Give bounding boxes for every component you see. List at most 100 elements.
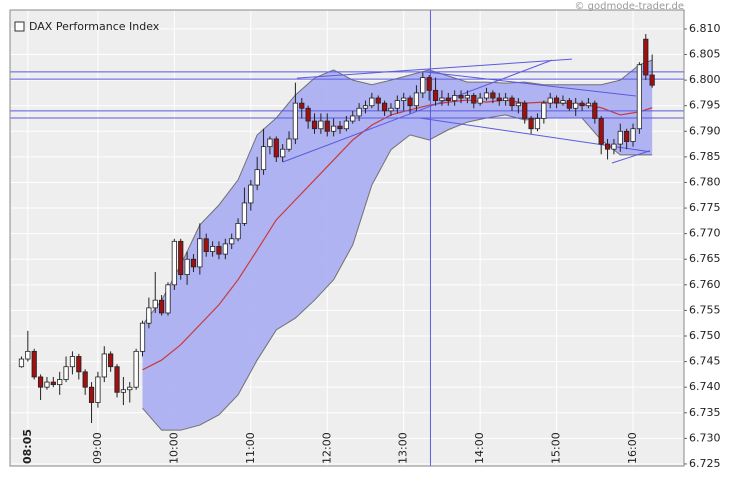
candle-body <box>127 386 133 391</box>
x-tick-label: 13:00 <box>397 432 410 464</box>
candle-body <box>299 102 305 109</box>
candle-body <box>37 376 44 388</box>
x-tick-label: 10:00 <box>167 432 180 464</box>
y-tick-label: 6.800 <box>689 73 721 86</box>
candle-body <box>477 97 483 104</box>
candle-body <box>190 258 197 268</box>
y-tick-label: 6.760 <box>689 278 721 291</box>
y-tick-label: 6.770 <box>689 227 721 240</box>
y-tick-label: 6.810 <box>689 22 721 35</box>
x-tick-label: 12:00 <box>320 432 333 464</box>
candle-body <box>133 350 139 388</box>
candle-body <box>241 202 248 224</box>
candle-body <box>604 143 611 150</box>
candle-body <box>547 97 553 104</box>
candle-body <box>617 130 623 145</box>
y-tick-label: 6.790 <box>689 124 721 137</box>
candle-body <box>31 350 37 378</box>
candle-body <box>82 371 88 388</box>
candle-body <box>69 356 76 368</box>
candle-body <box>439 97 445 101</box>
candle-body <box>114 366 120 393</box>
candle-body <box>57 379 63 386</box>
candle-body <box>636 64 643 130</box>
candle-body <box>120 389 126 393</box>
candle-body <box>95 376 101 403</box>
source: © godmode-trader.de <box>575 1 685 12</box>
candle-body <box>222 243 228 255</box>
candle-body <box>496 97 502 101</box>
candle-body <box>337 125 343 130</box>
x-tick-label: 14:00 <box>473 432 486 464</box>
candle-body <box>649 74 655 86</box>
chart-title: DAX Performance Index <box>29 20 160 33</box>
y-tick-label: 6.780 <box>689 175 721 188</box>
candle-body <box>76 356 82 373</box>
plot-frame <box>9 9 685 467</box>
y-tick-label: 6.730 <box>689 431 721 444</box>
x-tick-label: 09:00 <box>91 432 104 464</box>
candle-body <box>324 120 330 132</box>
candle-body <box>139 322 146 352</box>
candle-body <box>483 92 490 99</box>
candle-body <box>184 258 190 275</box>
trend-line <box>611 150 651 164</box>
candle-body <box>292 102 298 140</box>
candle-body <box>159 299 165 314</box>
x-tick-label: 16:00 <box>626 432 639 464</box>
candle-body <box>573 102 579 109</box>
candle-body <box>216 246 222 255</box>
candle-body <box>445 97 451 101</box>
candle-body <box>458 95 464 99</box>
candle-body <box>101 353 107 378</box>
candle-body <box>18 358 25 368</box>
candle-body <box>624 130 630 142</box>
candle-body <box>197 238 203 268</box>
y-tick-label: 6.740 <box>689 380 721 393</box>
candle-body <box>407 97 413 107</box>
band-upper <box>142 59 653 326</box>
candle-body <box>311 120 318 130</box>
candle-body <box>267 138 273 148</box>
candle-body <box>318 120 324 130</box>
candle-body <box>171 240 177 286</box>
candle-body <box>248 184 254 204</box>
trend-line <box>424 71 637 97</box>
candle-body <box>273 138 279 158</box>
legend-box <box>14 21 25 32</box>
candle-body <box>503 97 509 101</box>
candle-body <box>63 366 69 380</box>
candle-body <box>560 100 566 104</box>
marks <box>10 10 684 466</box>
y-tick-label: 6.775 <box>689 201 721 214</box>
candle-body <box>209 246 216 252</box>
candle-body <box>452 95 458 101</box>
trend-line <box>296 58 573 79</box>
candle-body <box>178 240 184 275</box>
candle-body <box>471 95 477 104</box>
x-tick-label: 15:00 <box>550 432 563 464</box>
candle-body <box>108 353 114 368</box>
candle-body <box>598 118 604 145</box>
candle-body <box>553 97 560 104</box>
candle-body <box>426 77 432 91</box>
candle-body <box>611 143 617 150</box>
y-tick-label: 6.725 <box>689 457 721 470</box>
x-tick-label: 11:00 <box>244 432 257 464</box>
candle-body <box>592 102 598 119</box>
trend-line <box>282 59 553 163</box>
x-tick-label: 08:05 <box>21 429 34 464</box>
candle-body <box>146 307 152 324</box>
candle-body <box>356 107 362 117</box>
candle-body <box>643 38 649 76</box>
candle-body <box>534 118 541 130</box>
candle-body <box>388 107 394 112</box>
candle-body <box>203 238 209 252</box>
candle-body <box>541 102 547 119</box>
candle-body <box>88 386 95 403</box>
candle-body <box>44 381 50 388</box>
candle-body <box>420 77 426 94</box>
candle-body <box>229 238 235 245</box>
candle-body <box>432 89 439 101</box>
